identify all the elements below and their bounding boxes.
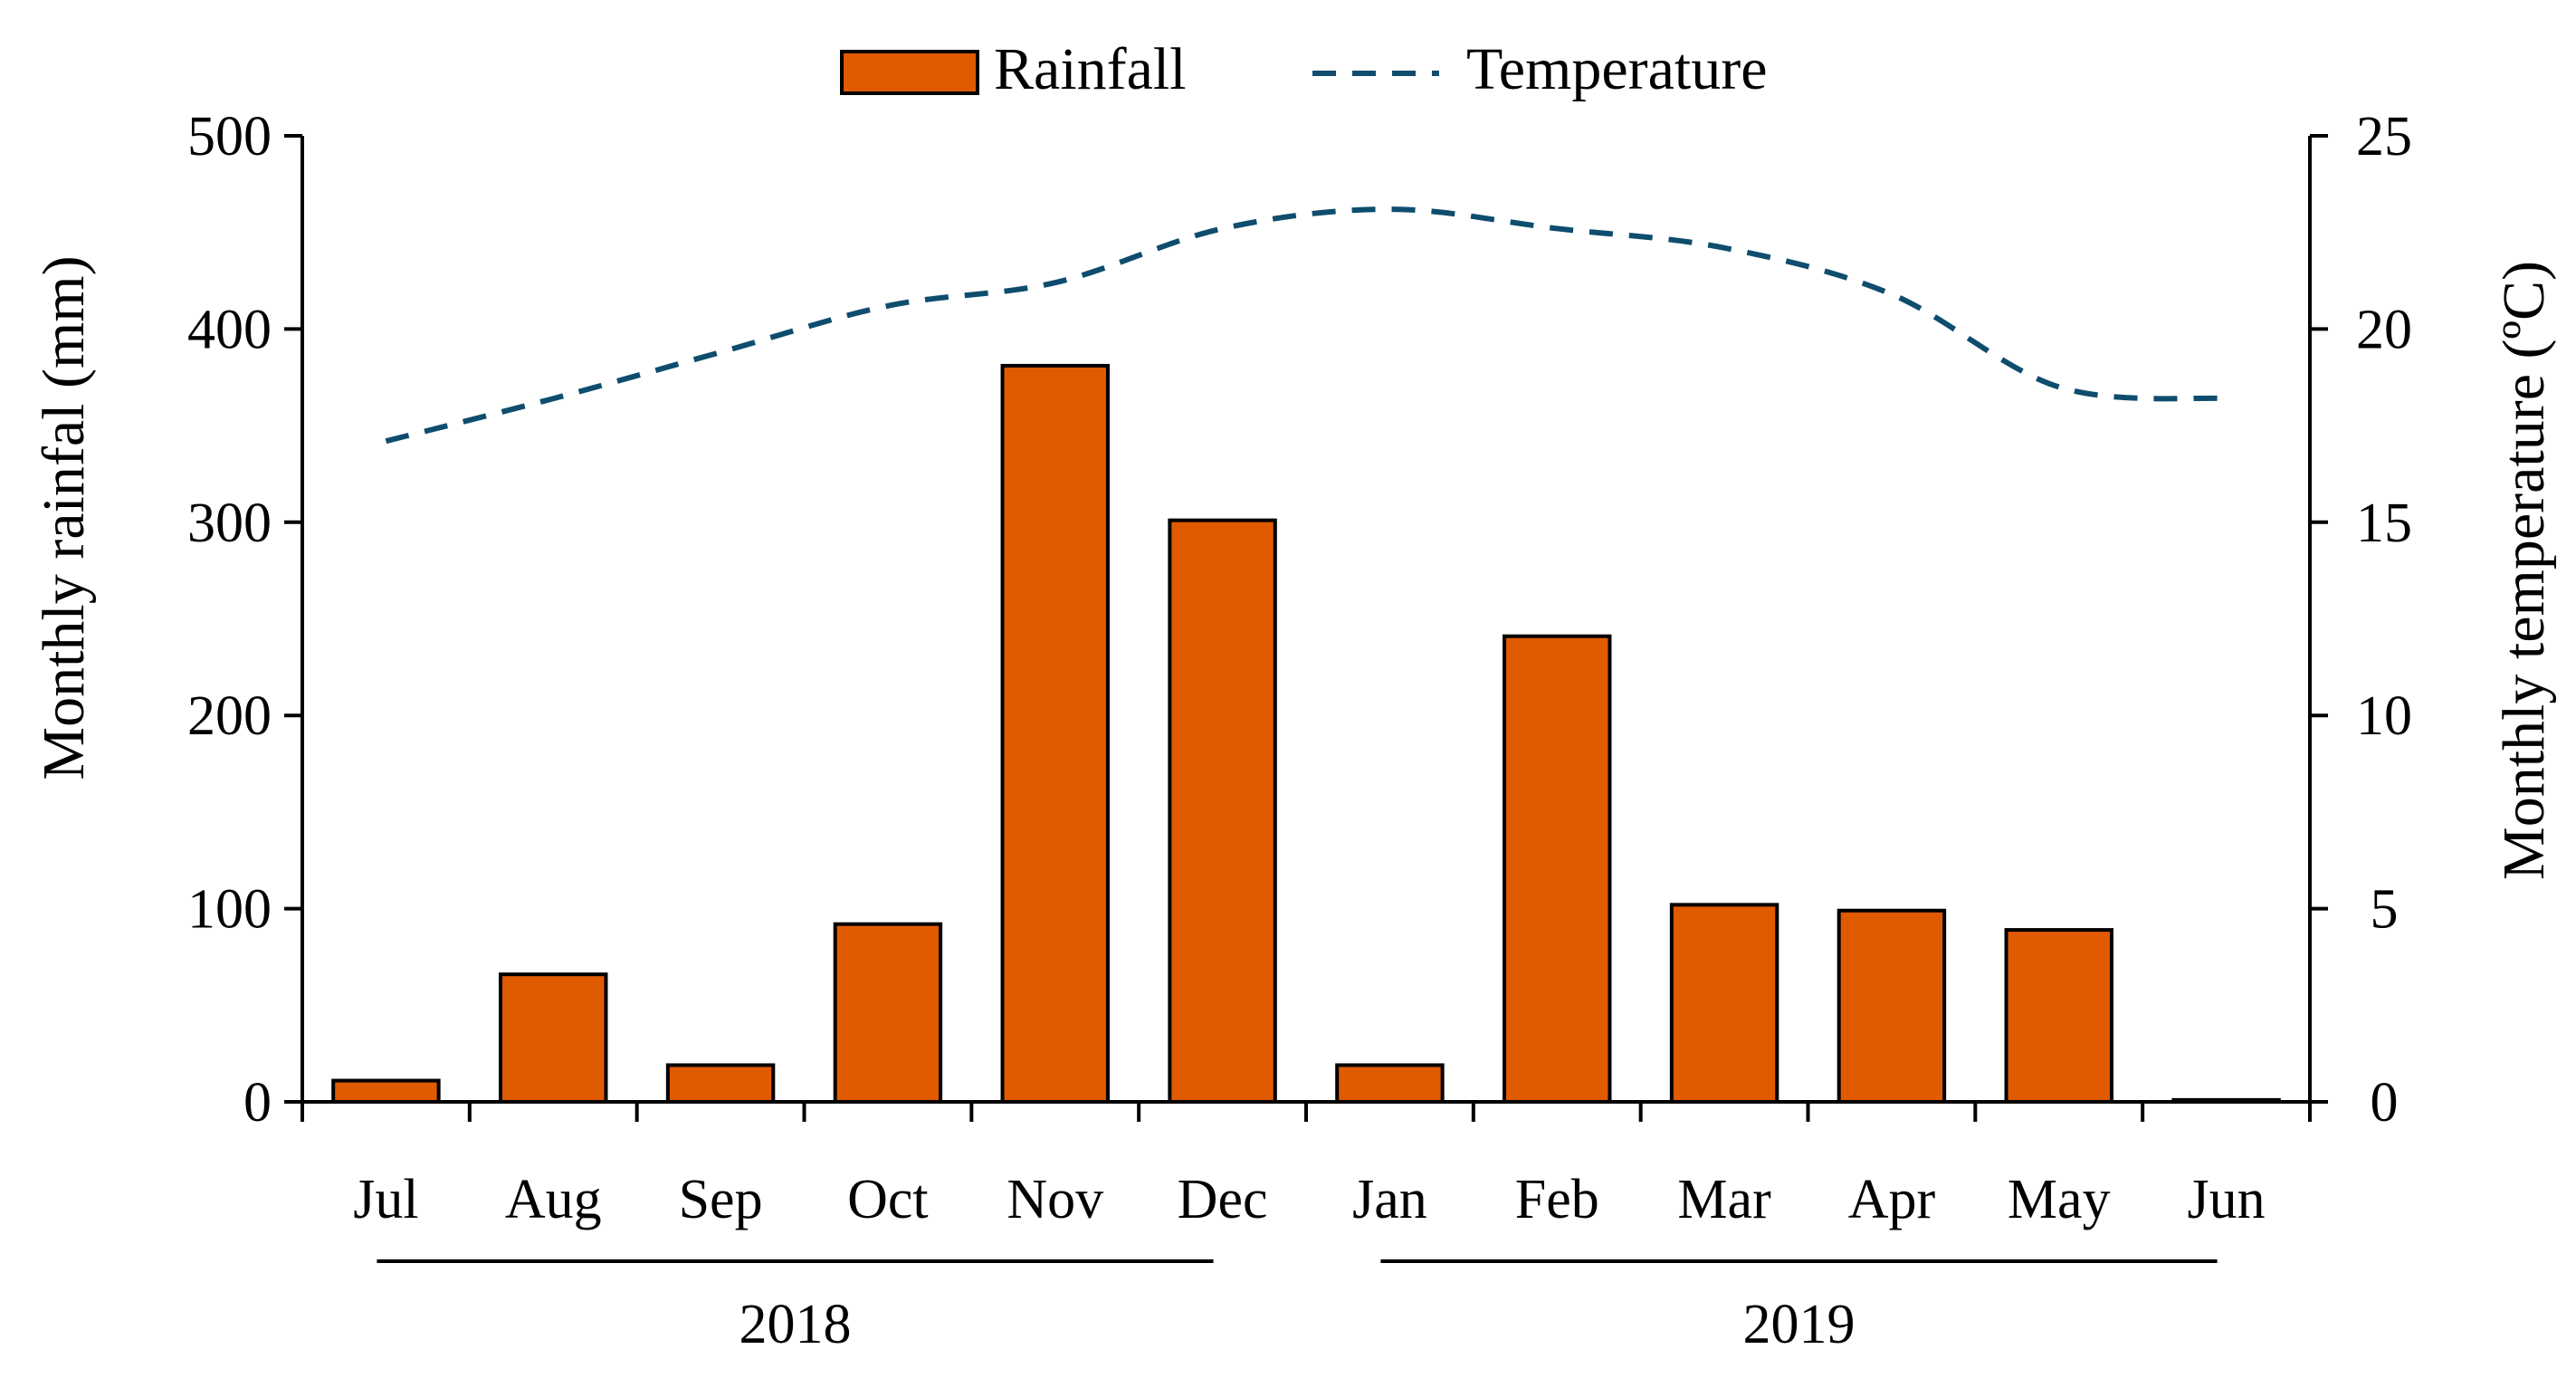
x-tick-label: Jan [1352,1169,1427,1230]
left-tick-label: 500 [187,106,272,167]
rainfall-bar-dec [1168,518,1277,1104]
right-axis-ticks: 0 5 10 15 20 25 [2310,106,2412,1134]
rainfall-bar-mar [1669,903,1779,1104]
rainfall-bar-feb [1503,634,1612,1104]
x-tick-label: Mar [1677,1169,1771,1230]
year-groups: 2018 2019 [377,1259,2218,1355]
x-tick-label: Oct [847,1169,929,1230]
rainfall-bars [331,363,2281,1105]
x-tick-label: Jul [353,1169,418,1230]
right-tick-label: 20 [2356,299,2412,360]
rainfall-bar-jan [1335,1063,1445,1104]
legend-rainfall-label: Rainfall [994,36,1187,102]
temperature-line [385,206,2227,445]
right-axis-title: Monthly temperature (ºC) [2491,261,2557,880]
x-tick-label: Feb [1515,1169,1599,1230]
x-tick-label: May [2008,1169,2111,1230]
legend: Rainfall Temperature [840,36,1768,102]
legend-rainfall-swatch [840,50,979,95]
left-tick-label: 400 [187,299,272,360]
x-tick-label: Dec [1178,1169,1268,1230]
rainfall-bar-may [2004,928,2113,1104]
x-tick-label: Jun [2188,1169,2266,1230]
left-axis-title: Monthly rainfal (mm) [31,255,97,780]
left-tick-label: 100 [187,879,272,941]
x-tick-label: Nov [1007,1169,1103,1230]
right-tick-label: 15 [2356,493,2412,554]
year-2019-label: 2019 [1743,1294,1856,1355]
rainfall-bar-aug [499,972,608,1104]
x-tick-label: Apr [1848,1169,1936,1230]
left-tick-label: 200 [187,685,272,747]
rainfall-bar-sep [665,1063,776,1104]
year-2018-label: 2018 [739,1294,852,1355]
right-tick-label: 25 [2356,106,2412,167]
x-axis-ticks: Jul Aug Sep Oct Nov Dec Jan Feb Mar Apr May Jun [301,1102,2312,1230]
right-tick-label: 5 [2371,879,2399,941]
rainfall-bar-jul [331,1078,441,1104]
x-tick-label: Aug [505,1169,602,1230]
left-tick-label: 300 [187,493,272,554]
rainfall-bar-oct [833,922,943,1104]
rainfall-bar-apr [1837,908,1947,1105]
legend-temperature-label: Temperature [1466,36,1768,102]
x-tick-label: Sep [679,1169,763,1230]
left-axis-ticks: 0 100 200 300 400 500 [187,106,302,1134]
right-tick-label: 10 [2356,685,2412,747]
right-tick-label: 0 [2371,1072,2399,1134]
left-tick-label: 0 [243,1072,272,1134]
rainfall-bar-nov [1000,363,1110,1105]
rainfall-bar-jun [2171,1097,2281,1104]
